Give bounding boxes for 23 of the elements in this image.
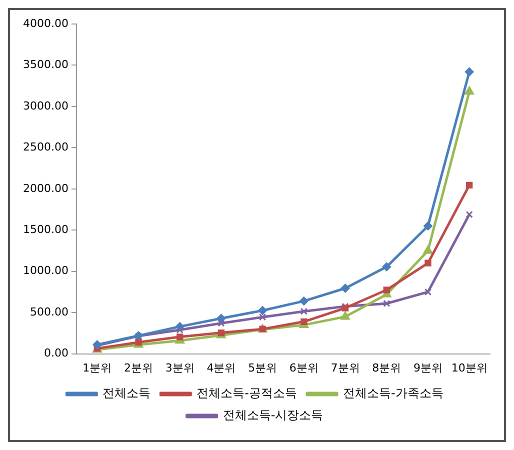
x-tick-label: 10분위 (451, 361, 488, 374)
y-tick-label: 2500.00 (22, 140, 68, 154)
x-tick-label: 8분위 (372, 361, 402, 374)
legend-label: 전체소득-공적소득 (196, 386, 298, 400)
x-tick-label: 6분위 (289, 361, 318, 374)
x-tick-label: 9분위 (413, 361, 442, 374)
y-tick-label: 1500.00 (22, 222, 68, 236)
y-tick-label: 3500.00 (22, 58, 68, 72)
y-tick-label: 500.00 (30, 305, 68, 318)
x-tick-label: 2분위 (124, 361, 154, 374)
legend-label: 전체소득-시장소득 (222, 408, 324, 422)
y-tick-label: 2000.00 (22, 182, 68, 195)
x-tick-label: 4분위 (206, 361, 236, 374)
x-tick-label: 1분위 (82, 361, 112, 374)
legend-label: 전체소득-가족소득 (343, 386, 444, 400)
y-tick-label: 1000.00 (22, 264, 68, 278)
x-tick-label: 3분위 (165, 361, 194, 374)
y-tick-label: 0.00 (44, 346, 68, 360)
y-tick-label: 4000.00 (22, 16, 68, 30)
x-tick-label: 7분위 (330, 361, 360, 374)
x-tick-label: 5분위 (248, 361, 278, 374)
y-tick-label: 3000.00 (22, 99, 68, 112)
legend-label: 전체소득 (102, 386, 151, 400)
